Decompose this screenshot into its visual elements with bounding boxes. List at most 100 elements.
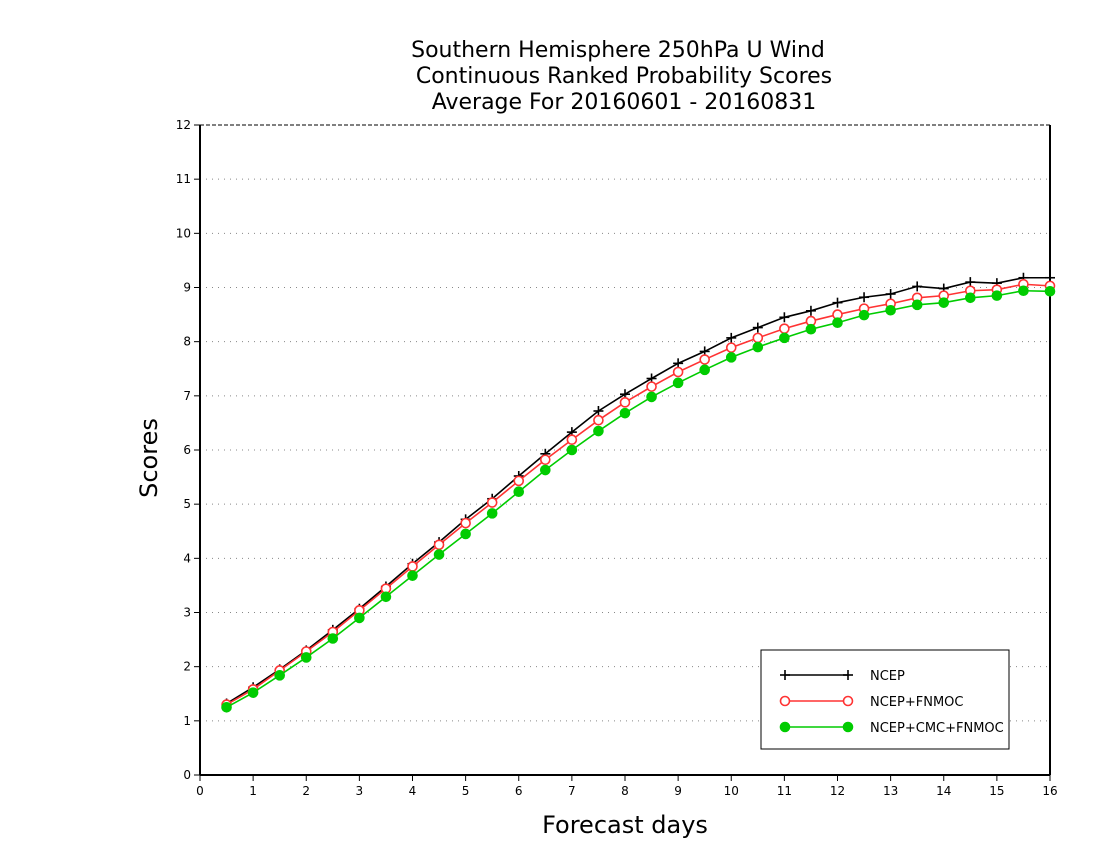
x-tick-label: 12 <box>830 784 845 798</box>
chart-title-line-2: Continuous Ranked Probability Scores <box>416 64 832 89</box>
y-tick-label: 1 <box>183 714 191 728</box>
data-point-ncep-cmc-fnmoc <box>752 341 764 353</box>
data-point-ncep-cmc-fnmoc <box>858 309 870 321</box>
data-point-ncep-cmc-fnmoc <box>619 407 631 419</box>
y-tick-label: 11 <box>176 172 191 186</box>
data-point-ncep-fnmoc <box>407 561 418 572</box>
series-line-ncep <box>226 276 1050 705</box>
data-point-ncep-cmc-fnmoc <box>221 701 232 713</box>
x-tick-label: 9 <box>674 784 682 798</box>
legend-item-ncep-fnmoc: NCEP+FNMOC <box>779 695 963 710</box>
data-point-ncep-cmc-fnmoc <box>566 444 578 456</box>
x-tick-label: 4 <box>409 784 417 798</box>
series-ncep <box>221 272 1055 709</box>
data-point-ncep-cmc-fnmoc <box>699 364 710 376</box>
legend-item-ncep-cmc-fnmoc: NCEP+CMC+FNMOC <box>779 721 1004 736</box>
y-tick-label: 6 <box>183 443 191 457</box>
x-tick-label: 16 <box>1042 784 1057 798</box>
data-point-ncep-fnmoc <box>486 497 498 508</box>
data-point-ncep-cmc-fnmoc <box>486 508 498 519</box>
series-group <box>221 272 1056 713</box>
data-point-ncep-cmc-fnmoc <box>407 570 418 581</box>
legend-item-ncep: NCEP <box>780 669 905 684</box>
legend-marker <box>780 670 790 680</box>
data-point-ncep-cmc-fnmoc <box>885 304 896 316</box>
data-point-ncep <box>673 358 684 369</box>
data-point-ncep <box>832 297 843 308</box>
data-point-ncep-cmc-fnmoc <box>965 292 976 304</box>
data-point-ncep-fnmoc <box>566 434 578 446</box>
data-point-ncep <box>726 332 737 343</box>
data-point-ncep-cmc-fnmoc <box>380 591 392 603</box>
data-point-ncep <box>752 322 763 333</box>
legend-label: NCEP+FNMOC <box>870 695 963 710</box>
series-ncep-cmc-fnmoc <box>221 285 1056 713</box>
data-point-ncep-fnmoc <box>433 539 445 551</box>
y-tick-label: 12 <box>176 118 191 132</box>
legend-marker <box>779 695 791 707</box>
data-point-ncep-cmc-fnmoc <box>1044 285 1056 297</box>
data-point-ncep-fnmoc <box>619 397 631 408</box>
data-point-ncep <box>965 277 976 288</box>
data-point-ncep-cmc-fnmoc <box>805 323 817 335</box>
data-point-ncep-cmc-fnmoc <box>646 391 657 403</box>
x-tick-label: 0 <box>196 784 204 798</box>
data-point-ncep-cmc-fnmoc <box>540 464 551 476</box>
data-point-ncep <box>885 289 896 299</box>
data-point-ncep-fnmoc <box>540 454 551 466</box>
chart-title-line-1: Southern Hemisphere 250hPa U Wind <box>411 38 825 63</box>
data-point-ncep <box>859 292 870 303</box>
x-tick-label: 8 <box>621 784 629 798</box>
data-point-ncep-cmc-fnmoc <box>725 352 737 363</box>
data-point-ncep <box>779 312 790 323</box>
x-axis-label: Forecast days <box>542 811 708 839</box>
y-tick-label: 0 <box>183 768 191 782</box>
data-point-ncep-cmc-fnmoc <box>911 299 923 311</box>
data-point-ncep-cmc-fnmoc <box>1018 285 1029 297</box>
data-point-ncep <box>912 281 923 292</box>
x-tick-label: 7 <box>568 784 576 798</box>
x-tick-label: 3 <box>356 784 364 798</box>
data-point-ncep-cmc-fnmoc <box>832 317 843 329</box>
x-tick-label: 10 <box>724 784 739 798</box>
legend-label: NCEP+CMC+FNMOC <box>870 721 1004 736</box>
data-point-ncep-cmc-fnmoc <box>779 332 790 344</box>
data-point-ncep-fnmoc <box>513 475 525 487</box>
data-point-ncep-cmc-fnmoc <box>672 377 684 389</box>
y-tick-label: 8 <box>183 335 191 349</box>
data-point-ncep <box>593 406 604 416</box>
legend: NCEP NCEP+FNMOC NCEP+CMC+FNMOC <box>760 649 1010 750</box>
legend-marker <box>842 695 854 707</box>
data-point-ncep-fnmoc <box>593 414 604 426</box>
legend-box <box>760 649 1010 750</box>
series-line-ncep-cmc-fnmoc <box>226 289 1051 708</box>
y-tick-label: 3 <box>183 606 191 620</box>
x-tick-label: 14 <box>936 784 951 798</box>
data-point-ncep-cmc-fnmoc <box>354 612 365 624</box>
y-tick-label: 4 <box>183 551 191 565</box>
data-point-ncep-cmc-fnmoc <box>433 549 445 560</box>
data-point-ncep-fnmoc <box>752 332 764 344</box>
data-point-ncep-fnmoc <box>460 517 471 529</box>
data-point-ncep-cmc-fnmoc <box>513 486 525 498</box>
x-tick-label: 15 <box>989 784 1004 798</box>
data-point-ncep <box>805 305 816 316</box>
y-tick-label: 7 <box>183 389 191 403</box>
legend-marker <box>842 721 854 733</box>
chart-title-line-3: Average For 20160601 - 20160831 <box>432 90 817 115</box>
data-point-ncep-fnmoc <box>725 342 737 353</box>
data-point-ncep-fnmoc <box>646 381 657 392</box>
data-point-ncep-cmc-fnmoc <box>593 425 604 437</box>
data-point-ncep-cmc-fnmoc <box>327 633 339 644</box>
x-tick-label: 11 <box>777 784 792 798</box>
y-tick-label: 2 <box>183 660 191 674</box>
y-tick-label: 5 <box>183 497 191 511</box>
data-point-ncep-cmc-fnmoc <box>274 670 285 681</box>
data-point-ncep-fnmoc <box>779 323 790 334</box>
data-point-ncep-fnmoc <box>699 354 710 365</box>
data-point-ncep-cmc-fnmoc <box>938 297 950 308</box>
data-point-ncep-cmc-fnmoc <box>247 687 259 698</box>
